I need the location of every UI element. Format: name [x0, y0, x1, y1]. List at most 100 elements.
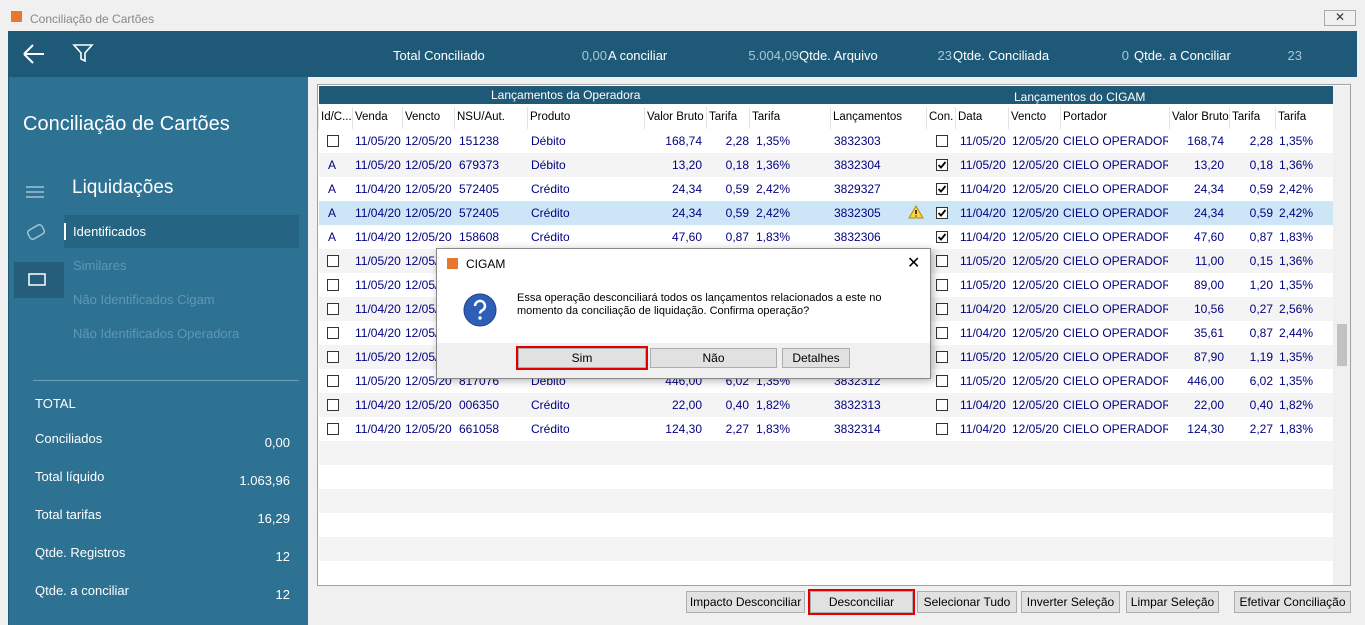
cell: 0,18 — [725, 158, 749, 172]
cell: 22,00 — [1193, 398, 1224, 412]
dialog-message: Essa operação desconciliará todos os lan… — [517, 292, 882, 317]
total-label: Conciliados — [35, 431, 103, 446]
menu-item[interactable]: Não Identificados Operadora — [73, 326, 240, 341]
column-header: Venda — [355, 111, 388, 123]
total-value: 16,29 — [257, 511, 290, 526]
cell: CIELO OPERADORA E — [1063, 254, 1168, 268]
checkbox[interactable] — [327, 399, 339, 411]
cell: 2,28 — [1249, 134, 1273, 148]
action-button[interactable]: Impacto Desconciliar — [686, 591, 805, 613]
checkbox[interactable] — [327, 327, 339, 339]
checkbox[interactable] — [936, 351, 948, 363]
cell: 47,60 — [671, 230, 702, 244]
top-bar — [8, 31, 1357, 77]
column-header: Con. — [929, 111, 954, 123]
cell: 11/05/20 — [960, 278, 1006, 292]
cell: 11/04/20 — [355, 230, 401, 244]
dialog: CIGAM ✕ Essa operação desconciliará todo… — [436, 248, 931, 379]
summary-label: A conciliar — [608, 48, 668, 63]
cell: 11/05/20 — [355, 350, 401, 364]
menu-item[interactable]: Identificados — [73, 224, 146, 239]
checkbox[interactable] — [936, 423, 948, 435]
cell: 12/05/20 — [1012, 374, 1059, 388]
group-header: Lançamentos da Operadora — [491, 88, 641, 102]
checkbox[interactable] — [936, 375, 948, 387]
column-header: Valor Bruto — [647, 111, 704, 123]
close-button[interactable]: ✕ — [1324, 10, 1356, 26]
total-value: 12 — [275, 549, 290, 564]
checkbox[interactable] — [936, 303, 948, 315]
section-title: Liquidações — [72, 177, 174, 198]
scroll-thumb[interactable] — [1337, 324, 1347, 366]
column-divider — [352, 107, 353, 129]
cell: 13,20 — [1193, 158, 1224, 172]
action-button[interactable]: Desconciliar — [808, 589, 915, 615]
checkbox[interactable] — [936, 399, 948, 411]
dialog-button[interactable]: Detalhes — [782, 348, 850, 368]
cell: 2,27 — [725, 422, 749, 436]
column-divider — [454, 107, 455, 129]
cell: CIELO OPERADORA E — [1063, 398, 1168, 412]
separator — [33, 380, 299, 381]
cell: 12/05/20 — [1012, 326, 1059, 340]
action-button[interactable]: Efetivar Conciliação — [1234, 591, 1351, 613]
totals-title: TOTAL — [35, 396, 76, 411]
cell: 3829327 — [834, 182, 881, 196]
checkbox[interactable] — [936, 183, 948, 195]
cell: 11/05/20 — [960, 158, 1006, 172]
checkbox[interactable] — [936, 279, 948, 291]
cell: CIELO OPERADORA E — [1063, 278, 1168, 292]
cell: 11/05/20 — [355, 158, 401, 172]
menu-item[interactable]: Similares — [73, 258, 127, 273]
cell: 12/05/20 — [405, 134, 452, 148]
warning-icon — [908, 205, 924, 219]
cell: 11/05/20 — [355, 278, 401, 292]
cell: 0,59 — [1249, 206, 1273, 220]
column-divider — [527, 107, 528, 129]
action-button[interactable]: Inverter Seleção — [1021, 591, 1120, 613]
checkbox[interactable] — [327, 423, 339, 435]
checkbox[interactable] — [936, 255, 948, 267]
cell: 11/05/20 — [960, 134, 1006, 148]
cell: 12/05/20 — [405, 158, 452, 172]
column-header: Tarifa — [1232, 111, 1261, 123]
money-icon — [14, 262, 64, 298]
cell: 11/04/20 — [355, 302, 401, 316]
checkbox[interactable] — [936, 327, 948, 339]
cell: 12/05/20 — [1012, 206, 1059, 220]
checkbox[interactable] — [936, 159, 948, 171]
cell: 10,56 — [1193, 302, 1224, 316]
checkbox[interactable] — [327, 255, 339, 267]
menu-indicator — [64, 223, 66, 240]
action-button[interactable]: Selecionar Tudo — [917, 591, 1017, 613]
column-divider — [1060, 107, 1061, 129]
dialog-close[interactable]: ✕ — [907, 255, 921, 272]
checkbox[interactable] — [327, 279, 339, 291]
cell: 24,34 — [671, 206, 702, 220]
menu-item[interactable]: Não Identificados Cigam — [73, 292, 215, 307]
column-divider — [644, 107, 645, 129]
checkbox[interactable] — [936, 207, 948, 219]
cell: 3832304 — [834, 158, 881, 172]
checkbox[interactable] — [327, 375, 339, 387]
cell: 1,35% — [756, 134, 791, 148]
back-button[interactable] — [22, 43, 46, 65]
summary-value: 0,00 — [581, 48, 607, 63]
column-header: Tarifa — [752, 111, 781, 123]
checkbox[interactable] — [327, 303, 339, 315]
cell: 2,42% — [1279, 182, 1314, 196]
cell: CIELO OPERADORA E — [1063, 182, 1168, 196]
action-button[interactable]: Limpar Seleção — [1126, 591, 1219, 613]
cell: 1,36% — [1279, 254, 1314, 268]
filter-button[interactable] — [72, 43, 94, 63]
column-header: Data — [958, 111, 983, 123]
dialog-button[interactable]: Não — [650, 348, 777, 368]
cell: 12/05/20 — [1012, 422, 1059, 436]
checkbox[interactable] — [327, 135, 339, 147]
cell: 1,82% — [756, 398, 791, 412]
dialog-button[interactable]: Sim — [516, 346, 648, 370]
checkbox[interactable] — [936, 135, 948, 147]
checkbox[interactable] — [327, 351, 339, 363]
cell: 1,82% — [1279, 398, 1314, 412]
checkbox[interactable] — [936, 231, 948, 243]
